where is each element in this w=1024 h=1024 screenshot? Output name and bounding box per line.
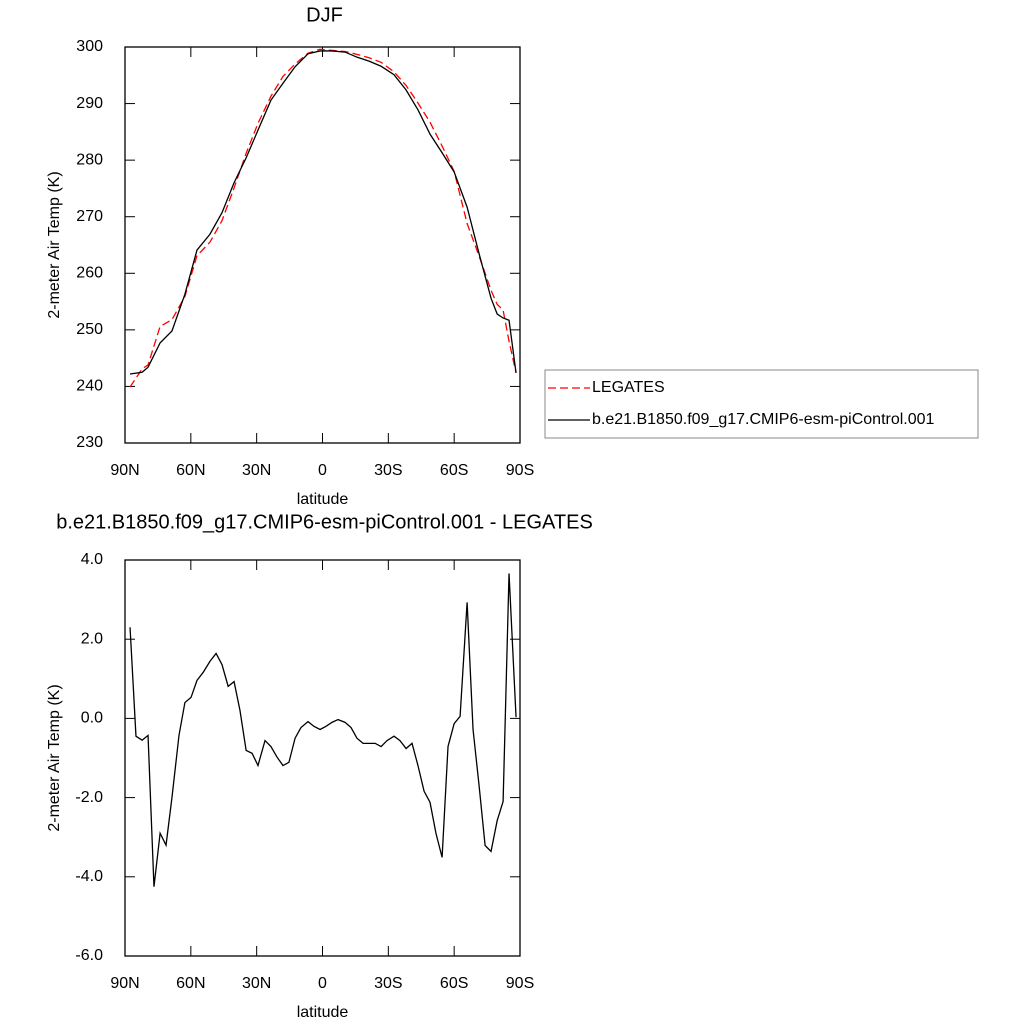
- x-tick-label: 90S: [506, 975, 534, 992]
- y-tick-label: 280: [76, 151, 103, 168]
- x-tick-label: 0: [318, 462, 327, 479]
- x-tick-label: 60S: [440, 462, 468, 479]
- data-line: [129, 48, 517, 388]
- y-tick-label: 260: [76, 265, 103, 282]
- y-tick-label: 300: [76, 38, 103, 55]
- x-tick-label: 90N: [110, 975, 139, 992]
- x-tick-label: 60S: [440, 975, 468, 992]
- x-tick-label: 90S: [506, 462, 534, 479]
- y-axis-label: 2-meter Air Temp (K): [46, 684, 63, 831]
- x-tick-label: 30N: [242, 462, 271, 479]
- data-line: [129, 50, 517, 375]
- y-tick-label: -2.0: [75, 789, 103, 806]
- plot-frame: [124, 559, 521, 957]
- legend-label: b.e21.B1850.f09_g17.CMIP6-esm-piControl.…: [592, 411, 935, 428]
- legend-label: LEGATES: [592, 379, 665, 396]
- y-tick-label: 0.0: [81, 710, 103, 727]
- x-tick-label: 30N: [242, 975, 271, 992]
- legend-box: [544, 369, 979, 439]
- chart-title: DJF: [306, 4, 343, 26]
- x-tick-label: 0: [318, 975, 327, 992]
- x-axis-label: latitude: [297, 491, 349, 508]
- y-axis-label: 2-meter Air Temp (K): [46, 171, 63, 318]
- y-tick-label: 270: [76, 208, 103, 225]
- y-tick-label: 240: [76, 378, 103, 395]
- y-tick-label: 250: [76, 321, 103, 338]
- y-tick-label: 290: [76, 95, 103, 112]
- y-tick-label: 230: [76, 434, 103, 451]
- x-tick-label: 90N: [110, 462, 139, 479]
- x-tick-label: 30S: [374, 975, 402, 992]
- chart-title: b.e21.B1850.f09_g17.CMIP6-esm-piControl.…: [56, 511, 593, 533]
- y-tick-label: 2.0: [81, 630, 103, 647]
- x-axis-label: latitude: [297, 1004, 349, 1021]
- x-tick-label: 60N: [176, 462, 205, 479]
- y-tick-label: -6.0: [75, 947, 103, 964]
- plot-frame: [124, 46, 521, 444]
- y-tick-label: 4.0: [81, 551, 103, 568]
- data-line: [129, 573, 517, 887]
- x-tick-label: 30S: [374, 462, 402, 479]
- x-tick-label: 60N: [176, 975, 205, 992]
- y-tick-label: -4.0: [75, 868, 103, 885]
